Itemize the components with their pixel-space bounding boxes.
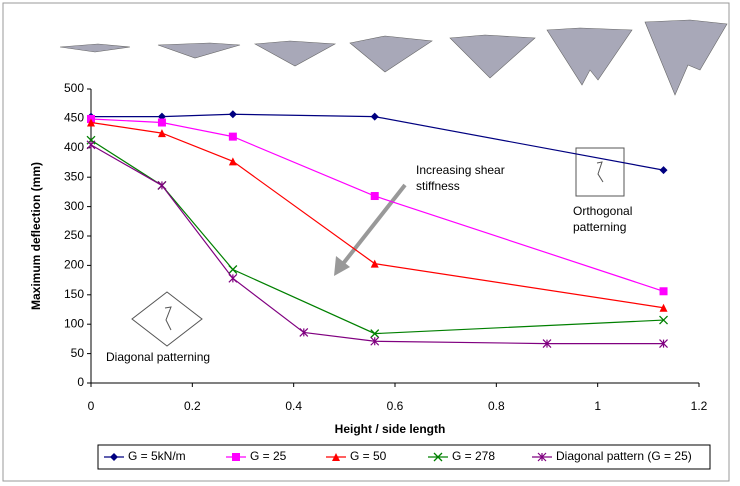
x-tick-label: 1 — [594, 399, 601, 413]
legend-label: G = 5kN/m — [128, 449, 186, 463]
y-tick-label: 250 — [64, 228, 84, 242]
annotation: Orthogonal — [573, 204, 632, 218]
annotation: patterning — [573, 220, 626, 234]
y-tick-label: 400 — [64, 140, 84, 154]
y-tick-label: 350 — [64, 169, 84, 183]
chart-frame — [3, 3, 729, 481]
y-tick-label: 100 — [64, 316, 84, 330]
marker — [158, 119, 166, 127]
x-tick-label: 1.2 — [691, 399, 708, 413]
annotation: stiffness — [416, 179, 460, 193]
legend-label: G = 50 — [350, 449, 387, 463]
x-tick-label: 0.2 — [184, 399, 201, 413]
legend-label: G = 278 — [452, 449, 495, 463]
y-tick-label: 500 — [64, 81, 84, 95]
x-tick-label: 0 — [88, 399, 95, 413]
x-tick-label: 0.4 — [285, 399, 302, 413]
y-tick-label: 50 — [71, 346, 85, 360]
annotation: Diagonal patterning — [106, 350, 210, 364]
y-tick-label: 450 — [64, 111, 84, 125]
legend-label: Diagonal pattern (G = 25) — [556, 449, 692, 463]
y-tick-label: 300 — [64, 199, 84, 213]
chart: Increasing shear stiffness Orthogonal pa… — [0, 0, 740, 486]
x-tick-label: 0.6 — [387, 399, 404, 413]
y-axis-title: Maximum deflection (mm) — [29, 162, 43, 310]
legend-marker — [232, 453, 240, 461]
y-tick-label: 200 — [64, 258, 84, 272]
x-tick-label: 0.8 — [488, 399, 505, 413]
y-tick-label: 150 — [64, 287, 84, 301]
x-axis-title: Height / side length — [335, 422, 446, 436]
legend-label: G = 25 — [250, 449, 287, 463]
page: {"chart_data": {"type": "line", "x_label… — [0, 0, 740, 486]
marker — [229, 133, 237, 141]
annotation: Increasing shear — [416, 163, 505, 177]
y-tick-label: 0 — [77, 375, 84, 389]
marker — [660, 287, 668, 295]
marker — [371, 192, 379, 200]
